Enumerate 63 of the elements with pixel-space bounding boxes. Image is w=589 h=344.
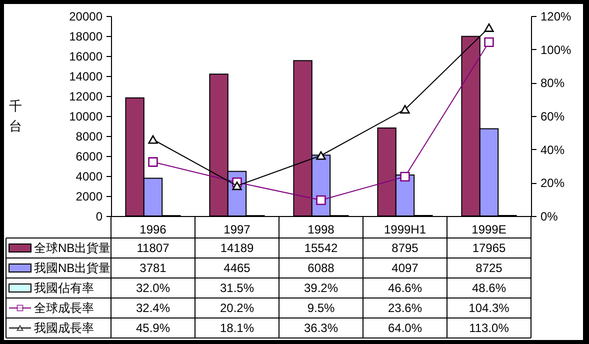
- data-label: 39.2%: [304, 281, 338, 295]
- data-label: 31.5%: [220, 281, 254, 295]
- y-tick-label: 12000: [69, 90, 103, 104]
- data-label: 15542: [304, 241, 338, 255]
- legend-label: 我國成長率: [34, 321, 94, 335]
- point: [232, 182, 242, 190]
- data-label: 64.0%: [388, 321, 422, 335]
- data-label: 8795: [392, 241, 419, 255]
- y-tick-label: 8000: [76, 130, 103, 144]
- y-tick-label: 6000: [76, 150, 103, 164]
- data-label: 18.1%: [220, 321, 254, 335]
- point: [148, 135, 158, 144]
- y2-tick-label: 80%: [540, 76, 565, 90]
- data-label: 104.3%: [468, 301, 510, 315]
- x-tick-label: 1999E: [472, 222, 506, 236]
- legend-label: 我國佔有率: [34, 281, 94, 295]
- data-label: 9.5%: [307, 301, 335, 315]
- y-tick-label: 14000: [69, 70, 103, 84]
- point: [316, 151, 326, 160]
- point: [316, 195, 326, 205]
- data-label: 4465: [224, 261, 251, 275]
- x-tick-label: 1998: [308, 222, 335, 236]
- point: [148, 157, 158, 167]
- y2-tick-label: 120%: [540, 10, 572, 24]
- point: [484, 23, 494, 32]
- data-label: 3781: [140, 261, 167, 275]
- legend-label: 全球成長率: [34, 301, 94, 315]
- y-tick-label: 20000: [69, 10, 103, 24]
- point: [400, 172, 410, 182]
- data-label: 48.6%: [472, 281, 506, 295]
- y-tick-label: 18000: [69, 30, 103, 44]
- y2-tick-label: 0%: [540, 210, 558, 224]
- data-label: 8725: [476, 261, 503, 275]
- x-tick-label: 1999H1: [384, 222, 426, 236]
- data-label: 23.6%: [388, 301, 422, 315]
- data-label: 11807: [136, 241, 170, 255]
- data-label: 20.2%: [220, 301, 254, 315]
- data-label: 17965: [472, 241, 506, 255]
- data-label: 113.0%: [469, 321, 510, 335]
- data-label: 6088: [308, 261, 335, 275]
- y2-tick-label: 60%: [540, 110, 565, 124]
- data-label: 4097: [392, 261, 419, 275]
- y-tick-label: 16000: [69, 50, 103, 64]
- data-label: 32.0%: [136, 281, 170, 295]
- legend-label: 我國NB出貨量: [34, 261, 111, 275]
- data-label: 46.6%: [388, 281, 422, 295]
- y2-tick-label: 100%: [540, 42, 572, 57]
- legend-label: 全球NB出貨量: [34, 241, 111, 255]
- data-label: 45.9%: [136, 321, 170, 335]
- data-label: 14189: [220, 241, 254, 255]
- y-tick-label: 0: [96, 210, 103, 224]
- y-axis-title: 千台: [9, 98, 22, 134]
- point: [400, 105, 410, 114]
- x-tick-label: 1996: [140, 222, 167, 236]
- x-tick-label: 1997: [224, 222, 251, 236]
- point: [484, 37, 494, 47]
- y-tick-label: 2000: [76, 190, 103, 204]
- y-tick-label: 4000: [76, 170, 103, 184]
- data-label: 36.3%: [304, 321, 338, 335]
- y2-tick-label: 20%: [540, 176, 565, 190]
- data-label: 32.4%: [136, 301, 170, 315]
- y2-tick-label: 40%: [540, 142, 565, 157]
- y-tick-label: 10000: [69, 110, 103, 124]
